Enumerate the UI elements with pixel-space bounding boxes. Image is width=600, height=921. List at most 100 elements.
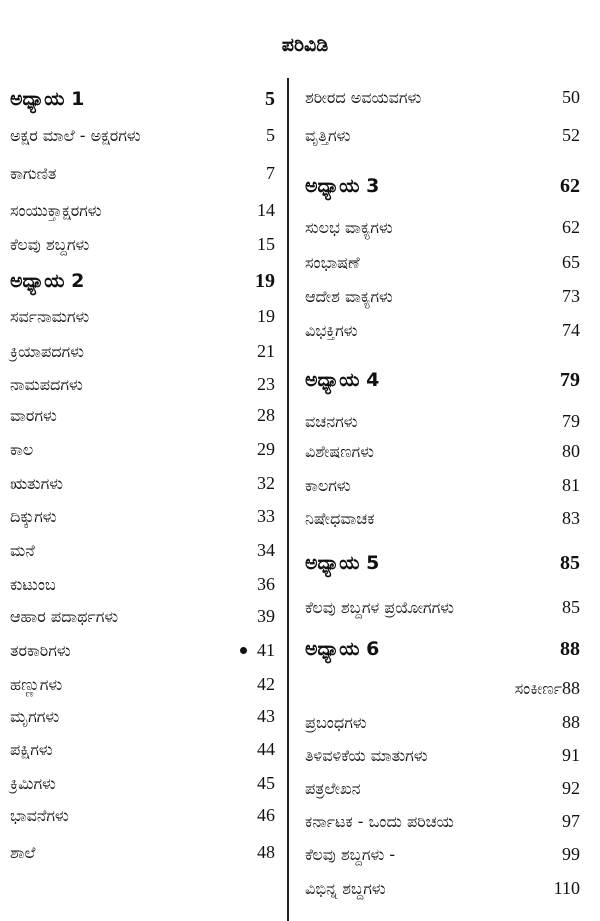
toc-entry-label: ಭಾವನೆಗಳು xyxy=(10,806,69,825)
toc-entry-label: ವೃತ್ತಿಗಳು xyxy=(305,126,351,145)
page-title: ಪರಿವಿಡಿ xyxy=(281,34,329,56)
toc-entry-label: ಕ್ರಿಮಿಗಳು xyxy=(10,774,56,793)
toc-page-number: 79 xyxy=(562,411,580,431)
toc-entry-label: ಸಂಯುಕ್ತಾಕ್ಷರಗಳು xyxy=(10,201,102,220)
column-divider xyxy=(287,78,289,921)
toc-page-number: 62 xyxy=(562,217,580,237)
toc-page-number: 29 xyxy=(257,439,275,459)
toc-entry: ಸಂಕೀರ್ಣ 88 xyxy=(305,678,580,699)
toc-entry: ತರಕಾರಿಗಳು 41 xyxy=(10,640,275,661)
toc-page-number: 46 xyxy=(257,805,275,825)
toc-entry-label: ವಚನಗಳು xyxy=(305,412,358,431)
toc-entry-label: ಪ್ರಬಂಧಗಳು xyxy=(305,713,367,732)
toc-entry: ವೃತ್ತಿಗಳು 52 xyxy=(305,125,580,146)
toc-entry: ಪತ್ರಲೇಖನ 92 xyxy=(305,778,580,799)
toc-page-number: 88 xyxy=(562,678,580,698)
toc-entry-label: ಅಕ್ಷರ ಮಾಲೆ - ಅಕ್ಷರಗಳು xyxy=(10,126,141,145)
toc-entry-label: ಕಾಲ xyxy=(10,440,34,459)
toc-entry: ಕೆಲವು ಶಬ್ದಗಳು 15 xyxy=(10,234,275,255)
toc-entry: ವಾರಗಳು 28 xyxy=(10,405,275,426)
toc-page-number: 45 xyxy=(257,773,275,793)
toc-entry: ಕಾಲಗಳು 81 xyxy=(305,475,580,496)
toc-entry: ಕುಟುಂಬ 36 xyxy=(10,574,275,595)
toc-entry-label: ಕಾಗುಣಿತ xyxy=(10,164,57,183)
toc-page-number: 21 xyxy=(257,341,275,361)
toc-page-number: 97 xyxy=(562,811,580,831)
toc-entry: ವಿಭಕ್ತಿಗಳು 74 xyxy=(305,320,580,341)
toc-page-number: 91 xyxy=(562,745,580,765)
toc-page-number: 85 xyxy=(562,597,580,617)
toc-entry: ಅಕ್ಷರ ಮಾಲೆ - ಅಕ್ಷರಗಳು 5 xyxy=(10,125,275,146)
toc-page-number: 36 xyxy=(257,574,275,594)
toc-page-number: 39 xyxy=(257,606,275,626)
toc-page-number: 19 xyxy=(255,270,275,292)
toc-page-number: 5 xyxy=(266,125,275,145)
toc-entry-label: ಅಧ್ಯಾಯ 3 xyxy=(305,175,380,197)
toc-entry-label: ಸುಲಭ ವಾಕ್ಯಗಳು xyxy=(305,218,393,237)
toc-page-number: 62 xyxy=(560,175,580,197)
toc-entry: ಪಕ್ಷಿಗಳು 44 xyxy=(10,739,275,760)
toc-page-number: 14 xyxy=(257,200,275,220)
toc-entry-label: ತಿಳಿವಳಿಕೆಯ ಮಾತುಗಳು xyxy=(305,746,428,765)
toc-entry: ಕೆಲವು ಶಬ್ದಗಳು - 99 xyxy=(305,844,580,865)
toc-entry: ಸಂಭಾಷಣೆ 65 xyxy=(305,252,580,273)
toc-entry-label: ಮೃಗಗಳು xyxy=(10,707,60,726)
toc-page-number: 23 xyxy=(257,374,275,394)
toc-entry: ಸುಲಭ ವಾಕ್ಯಗಳು 62 xyxy=(305,217,580,238)
toc-entry: ಮನೆ 34 xyxy=(10,540,275,561)
toc-entry: ಕರ್ನಾಟಕ - ಒಂದು ಪರಿಚಯ 97 xyxy=(305,811,580,832)
toc-entry-label: ಅಧ್ಯಾಯ 6 xyxy=(305,638,380,660)
toc-entry-label: ಸಂಭಾಷಣೆ xyxy=(305,253,360,272)
toc-entry-label: ಅಧ್ಯಾಯ 2 xyxy=(10,270,85,292)
toc-entry-label: ಕಾಲಗಳು xyxy=(305,476,351,495)
toc-entry: ಸರ್ವನಾಮಗಳು 19 xyxy=(10,306,275,327)
toc-entry-label: ಕುಟುಂಬ xyxy=(10,575,56,594)
toc-entry: ಕೆಲವು ಶಬ್ದಗಳ ಪ್ರಯೋಗಗಳು 85 xyxy=(305,597,580,618)
toc-entry-label: ಕ್ರಿಯಾಪದಗಳು xyxy=(10,342,84,361)
toc-entry-label: ಹಣ್ಣುಗಳು xyxy=(10,675,63,694)
toc-entry-label: ಸಂಕೀರ್ಣ xyxy=(514,679,562,698)
toc-entry-label: ಕೆಲವು ಶಬ್ದಗಳ ಪ್ರಯೋಗಗಳು xyxy=(305,598,455,617)
toc-chapter-heading: ಅಧ್ಯಾಯ 6 88 xyxy=(305,638,580,661)
toc-entry: ಋತುಗಳು 32 xyxy=(10,473,275,494)
toc-entry: ಕಾಗುಣಿತ 7 xyxy=(10,163,275,184)
toc-chapter-heading: ಅಧ್ಯಾಯ 5 85 xyxy=(305,552,580,575)
toc-entry-label: ಕೆಲವು ಶಬ್ದಗಳು - xyxy=(305,845,396,864)
toc-page-number: 79 xyxy=(560,369,580,391)
toc-page-number: 74 xyxy=(562,320,580,340)
toc-entry: ಶರೀರದ ಅವಯವಗಳು 50 xyxy=(305,87,580,108)
toc-page-number: 85 xyxy=(560,552,580,574)
toc-chapter-heading: ಅಧ್ಯಾಯ 3 62 xyxy=(305,175,580,198)
toc-entry: ಶಾಲೆ 48 xyxy=(10,842,275,863)
toc-entry: ಸಂಯುಕ್ತಾಕ್ಷರಗಳು 14 xyxy=(10,200,275,221)
toc-page-number: 43 xyxy=(257,706,275,726)
toc-entry: ವಿಶೇಷಣಗಳು 80 xyxy=(305,441,580,462)
toc-entry-label: ಶರೀರದ ಅವಯವಗಳು xyxy=(305,88,422,107)
toc-page-number: 52 xyxy=(562,125,580,145)
toc-entry: ಆಹಾರ ಪದಾರ್ಥಗಳು 39 xyxy=(10,606,275,627)
toc-entry-label: ಆಹಾರ ಪದಾರ್ಥಗಳು xyxy=(10,607,119,626)
toc-page-number: 80 xyxy=(562,441,580,461)
toc-entry-label: ವಿಭಿನ್ನ ಶಬ್ದಗಳು xyxy=(305,879,386,898)
toc-page-number: 15 xyxy=(257,234,275,254)
toc-entry-label: ವಾರಗಳು xyxy=(10,406,57,425)
toc-page-number: 88 xyxy=(562,712,580,732)
toc-entry: ಕಾಲ 29 xyxy=(10,439,275,460)
toc-entry: ಆದೇಶ ವಾಕ್ಯಗಳು 73 xyxy=(305,286,580,307)
toc-page-number: 88 xyxy=(560,638,580,660)
toc-chapter-heading: ಅಧ್ಯಾಯ 2 19 xyxy=(10,270,275,293)
toc-entry: ಕ್ರಿಮಿಗಳು 45 xyxy=(10,773,275,794)
ink-spot xyxy=(240,647,247,654)
toc-page-number: 28 xyxy=(257,405,275,425)
toc-entry-label: ಆದೇಶ ವಾಕ್ಯಗಳು xyxy=(305,287,393,306)
toc-entry-label: ಪಕ್ಷಿಗಳು xyxy=(10,740,53,759)
toc-entry-label: ನಿಷೇಧವಾಚಕ xyxy=(305,509,375,528)
toc-entry-label: ಋತುಗಳು xyxy=(10,474,64,493)
toc-entry: ತಿಳಿವಳಿಕೆಯ ಮಾತುಗಳು 91 xyxy=(305,745,580,766)
toc-entry: ವಚನಗಳು 79 xyxy=(305,411,580,432)
toc-entry: ಭಾವನೆಗಳು 46 xyxy=(10,805,275,826)
toc-entry-label: ಅಧ್ಯಾಯ 4 xyxy=(305,369,380,391)
toc-entry: ನಿಷೇಧವಾಚಕ 83 xyxy=(305,508,580,529)
toc-entry: ನಾಮಪದಗಳು 23 xyxy=(10,374,275,395)
toc-entry-label: ಅಧ್ಯಾಯ 1 xyxy=(10,88,85,110)
